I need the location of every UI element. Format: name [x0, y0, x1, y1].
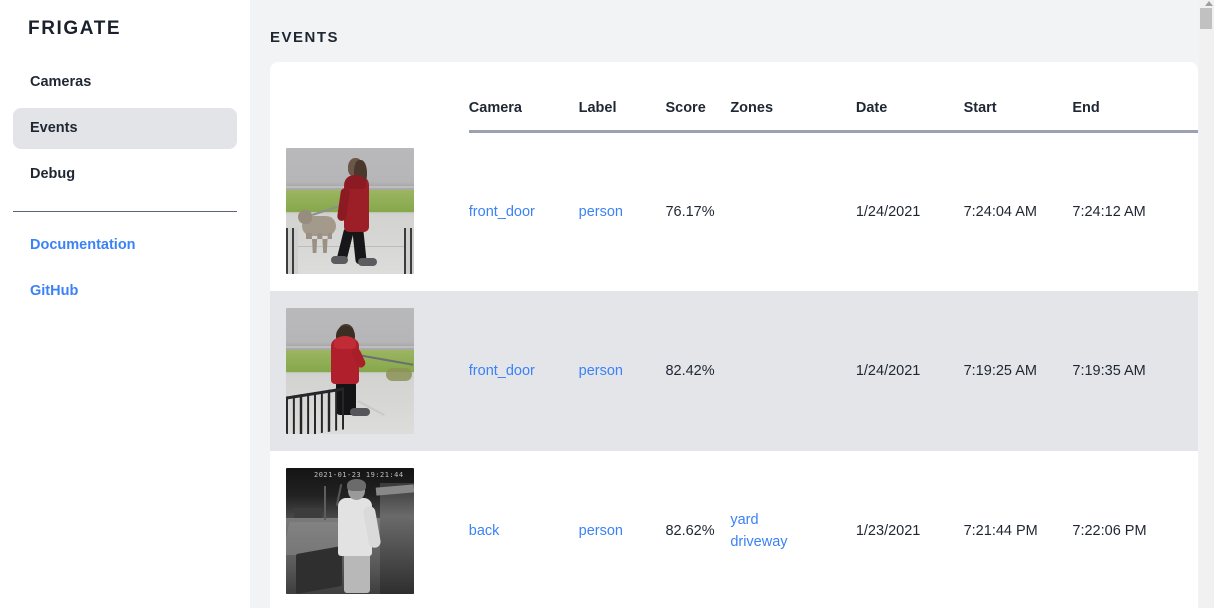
- event-thumbnail-cell: 2021-01-23 19:21:44: [270, 451, 469, 608]
- table-row[interactable]: front_door person 82.42% 1/24/2021 7:19:…: [270, 291, 1198, 452]
- bench-decor: [294, 508, 322, 519]
- sidebar-link-github[interactable]: GitHub: [30, 282, 79, 299]
- sidebar-link-documentation[interactable]: Documentation: [30, 236, 136, 253]
- column-header-camera: Camera: [468, 61, 579, 133]
- fence-right-decor: [404, 228, 414, 275]
- sidebar-item-cameras[interactable]: Cameras: [30, 73, 92, 90]
- person-hood-decor: [345, 175, 366, 190]
- event-date-cell: 1/24/2021: [855, 362, 921, 379]
- event-date-cell: 1/24/2021: [855, 203, 921, 220]
- event-thumbnail-image[interactable]: [286, 148, 414, 275]
- page-title: EVENTS: [270, 29, 340, 47]
- event-thumbnail-image[interactable]: 2021-01-23 19:21:44: [286, 468, 414, 595]
- main-content: EVENTS Camera Label Score Zones Date Sta…: [250, 0, 1214, 608]
- sidebar-nav: Cameras Events Debug: [0, 62, 250, 195]
- column-header-date: Date: [855, 61, 964, 133]
- event-start-cell: 7:24:04 AM: [963, 203, 1037, 220]
- event-camera-link[interactable]: back: [468, 522, 500, 539]
- table-row[interactable]: 2021-01-23 19:21:44 back person 82.62% y…: [270, 451, 1198, 608]
- event-start-cell: 7:19:25 AM: [963, 362, 1037, 379]
- events-card: Camera Label Score Zones Date Start End: [270, 61, 1198, 608]
- event-end-cell: 7:22:06 PM: [1072, 522, 1147, 539]
- app-brand-title: FRIGATE: [28, 18, 122, 39]
- person-hood-decor: [334, 336, 356, 350]
- event-zones-cell: [730, 291, 856, 451]
- person-shoe-decor: [350, 408, 370, 417]
- sidebar-item-debug[interactable]: Debug: [30, 165, 76, 182]
- page-scrollbar[interactable]: [1199, 0, 1214, 608]
- event-score-cell: 82.62%: [665, 522, 715, 539]
- table-row[interactable]: front_door person 76.17% 1/24/2021 7:24:…: [270, 131, 1198, 291]
- scroll-up-arrow-icon[interactable]: [1205, 1, 1213, 6]
- column-header-score: Score: [665, 61, 731, 133]
- column-header-label: Label: [578, 61, 666, 133]
- event-zone-link[interactable]: driveway: [730, 534, 788, 551]
- event-thumbnail-image[interactable]: [286, 308, 414, 435]
- event-score-cell: 76.17%: [665, 203, 715, 220]
- event-date-cell: 1/23/2021: [855, 522, 921, 539]
- dog-decor: [386, 368, 412, 382]
- event-label-cell: person: [579, 451, 666, 608]
- column-header-zones: Zones: [730, 61, 856, 133]
- event-camera-link[interactable]: front_door: [468, 362, 535, 379]
- events-table-body: front_door person 76.17% 1/24/2021 7:24:…: [270, 131, 1198, 608]
- person-right-shoe-decor: [358, 258, 377, 267]
- fence-left-decor: [286, 228, 298, 275]
- column-header-thumbnail: [270, 62, 469, 132]
- events-table: Camera Label Score Zones Date Start End: [270, 61, 1198, 608]
- person-left-shoe-decor: [331, 256, 348, 265]
- event-label-cell: person: [579, 291, 666, 451]
- event-label-link[interactable]: person: [578, 362, 623, 379]
- event-camera-cell: front_door: [469, 131, 579, 291]
- fence-decor: [286, 387, 344, 435]
- table-header-row: Camera Label Score Zones Date Start End: [270, 61, 1198, 133]
- column-header-start: Start: [963, 61, 1073, 133]
- event-zones-cell: yard driveway: [730, 451, 856, 608]
- box-decor: [296, 545, 342, 595]
- event-start-cell: 7:21:44 PM: [963, 522, 1038, 539]
- event-score-cell: 82.42%: [665, 362, 715, 379]
- event-camera-cell: back: [469, 451, 579, 608]
- events-table-head: Camera Label Score Zones Date Start End: [270, 61, 1198, 133]
- dog-head-decor: [298, 210, 312, 225]
- sidebar-divider: [13, 210, 237, 212]
- scrollbar-thumb[interactable]: [1200, 8, 1212, 29]
- event-end-cell: 7:24:12 AM: [1072, 203, 1146, 220]
- event-thumbnail-cell: [270, 131, 469, 291]
- event-label-link[interactable]: person: [578, 203, 623, 220]
- event-thumbnail-cell: [270, 291, 469, 451]
- person-hair-decor: [347, 479, 366, 492]
- sidebar-external-links: Documentation GitHub: [0, 225, 250, 312]
- sidebar: FRIGATE Cameras Events Debug Documentati…: [0, 0, 250, 608]
- thumbnail-timestamp-overlay: 2021-01-23 19:21:44: [314, 471, 404, 480]
- column-header-end: End: [1072, 61, 1198, 133]
- sidebar-item-events[interactable]: Events: [13, 107, 237, 149]
- railing-decor: [380, 483, 414, 595]
- event-zones-cell: [730, 131, 856, 291]
- event-zone-link[interactable]: yard: [730, 511, 759, 528]
- pole-decor: [324, 486, 326, 521]
- event-label-cell: person: [579, 131, 666, 291]
- event-camera-link[interactable]: front_door: [468, 203, 535, 220]
- event-camera-cell: front_door: [469, 291, 579, 451]
- event-label-link[interactable]: person: [578, 522, 623, 539]
- sidewalk-seam-decor: [286, 246, 414, 248]
- person-legs-decor: [344, 553, 370, 594]
- event-end-cell: 7:19:35 AM: [1072, 362, 1146, 379]
